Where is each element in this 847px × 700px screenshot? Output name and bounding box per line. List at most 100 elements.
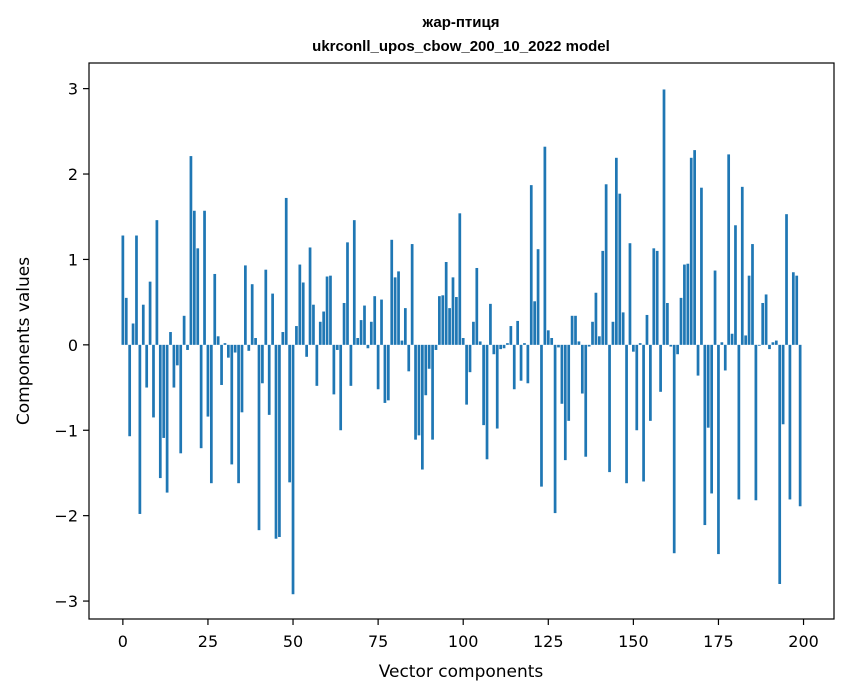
y-tick-label: 1 bbox=[68, 250, 78, 269]
bar bbox=[506, 343, 509, 345]
bar bbox=[325, 276, 329, 345]
bar bbox=[584, 344, 588, 457]
bar bbox=[322, 311, 326, 345]
bar bbox=[526, 344, 530, 384]
y-tick-label: −2 bbox=[54, 507, 78, 526]
y-tick-label: −3 bbox=[54, 592, 78, 611]
bar bbox=[172, 344, 176, 388]
y-tick-label: 3 bbox=[68, 80, 78, 99]
bar bbox=[288, 344, 291, 483]
bar bbox=[614, 157, 618, 345]
bar bbox=[196, 248, 200, 345]
bar bbox=[560, 344, 564, 404]
bar bbox=[635, 344, 639, 431]
bar bbox=[250, 284, 254, 345]
bar bbox=[465, 344, 468, 405]
bar bbox=[148, 281, 152, 345]
bar bbox=[730, 333, 734, 345]
bar bbox=[757, 344, 761, 346]
bar bbox=[223, 343, 227, 345]
bar bbox=[478, 341, 482, 345]
bar bbox=[318, 321, 322, 345]
bar bbox=[301, 282, 305, 345]
bar bbox=[482, 344, 485, 426]
bar bbox=[781, 344, 785, 425]
bar bbox=[771, 342, 775, 345]
bar bbox=[546, 330, 550, 345]
bar bbox=[557, 344, 560, 348]
y-tick-label: 2 bbox=[68, 165, 78, 184]
bar bbox=[434, 344, 438, 350]
bar bbox=[209, 344, 213, 484]
bar bbox=[448, 308, 451, 345]
bar bbox=[516, 320, 520, 345]
bar bbox=[604, 184, 608, 345]
bar bbox=[342, 302, 346, 345]
y-axis: −3 −2 −1 0 1 2 3 bbox=[54, 80, 89, 611]
bar bbox=[553, 344, 557, 514]
bar bbox=[737, 344, 741, 500]
bar bbox=[393, 277, 397, 345]
chart-subtitle: ukrconll_upos_cbow_200_10_2022 model bbox=[312, 38, 610, 55]
bar bbox=[244, 265, 247, 345]
bar bbox=[485, 344, 489, 460]
bar bbox=[203, 210, 206, 345]
bar bbox=[335, 344, 339, 350]
x-tick-label: 125 bbox=[533, 632, 564, 651]
bar bbox=[683, 264, 686, 345]
bar bbox=[689, 157, 693, 345]
bar bbox=[332, 344, 336, 395]
bar bbox=[264, 269, 268, 345]
bar bbox=[632, 344, 635, 352]
bar bbox=[751, 244, 754, 345]
bar bbox=[499, 344, 502, 350]
bar bbox=[407, 344, 411, 372]
x-tick-label: 50 bbox=[283, 632, 303, 651]
bar bbox=[706, 344, 710, 428]
bar bbox=[383, 344, 387, 403]
bar bbox=[649, 344, 652, 421]
bar bbox=[761, 302, 765, 345]
bar bbox=[281, 332, 285, 345]
bar bbox=[386, 344, 390, 401]
bar bbox=[410, 244, 414, 345]
bar bbox=[788, 344, 792, 500]
bar bbox=[645, 314, 649, 345]
bar bbox=[165, 344, 169, 493]
bar bbox=[676, 344, 679, 355]
x-tick-label: 200 bbox=[788, 632, 819, 651]
bar bbox=[475, 267, 479, 345]
bar bbox=[169, 332, 172, 345]
x-tick-label: 100 bbox=[448, 632, 479, 651]
bar bbox=[717, 344, 720, 555]
bar bbox=[791, 272, 795, 345]
bar bbox=[774, 340, 778, 345]
bar bbox=[700, 187, 703, 345]
bar bbox=[533, 301, 537, 345]
bar bbox=[785, 214, 788, 345]
bar bbox=[509, 326, 513, 345]
bar bbox=[798, 344, 802, 507]
bar bbox=[666, 302, 669, 345]
bar bbox=[220, 344, 223, 385]
x-tick-label: 175 bbox=[703, 632, 734, 651]
bar bbox=[444, 262, 448, 345]
bar bbox=[141, 304, 145, 345]
bar bbox=[206, 344, 210, 417]
bar bbox=[492, 344, 496, 355]
bar bbox=[710, 344, 714, 494]
bar bbox=[186, 344, 189, 350]
bar bbox=[373, 296, 377, 345]
bar bbox=[162, 344, 166, 438]
bar bbox=[451, 277, 455, 345]
bar bbox=[380, 299, 383, 345]
bar bbox=[608, 344, 611, 473]
bar bbox=[489, 303, 492, 345]
bar bbox=[227, 344, 230, 358]
bar bbox=[247, 344, 251, 351]
bar bbox=[240, 344, 244, 413]
bar bbox=[512, 344, 516, 390]
bar bbox=[403, 308, 407, 345]
bar bbox=[720, 342, 724, 345]
bar bbox=[461, 338, 465, 345]
